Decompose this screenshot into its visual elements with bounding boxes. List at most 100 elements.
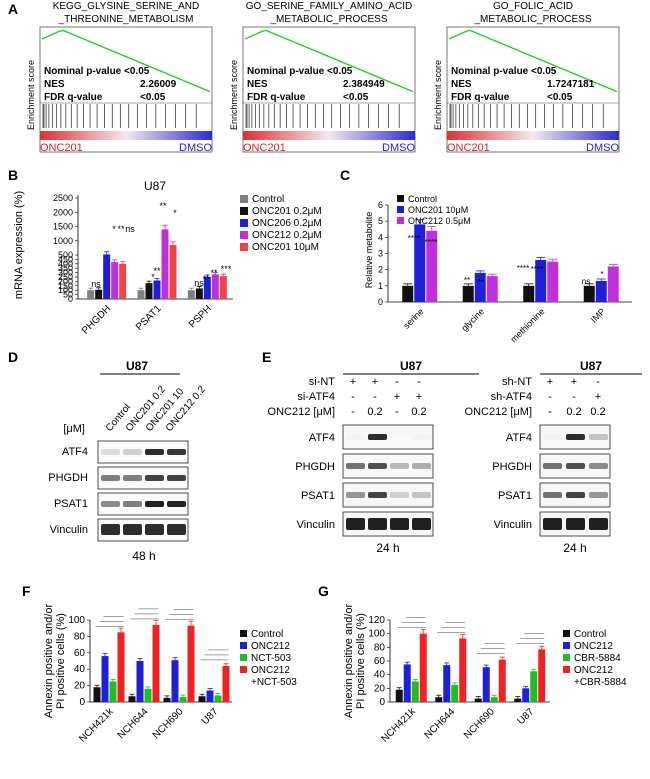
panel_f-bars: NCH421k NCH644 NCH690 U87: [77, 619, 230, 745]
condition-value: -: [572, 391, 576, 403]
y-tick-label: 40: [374, 670, 386, 681]
gsea-right-label: DMSO: [586, 142, 619, 154]
significance-mark: **: [210, 268, 218, 278]
blot-band: [101, 449, 120, 455]
bar: [486, 276, 498, 302]
condition-value: -: [351, 391, 355, 403]
gsea-nes-label: NES: [247, 79, 268, 90]
gsea-left-label: ONC201: [40, 142, 83, 154]
protein-label: ATF4: [506, 432, 532, 444]
bar: [109, 681, 117, 702]
protein-label: PSAT1: [498, 490, 532, 502]
y-tick-label: 300: [58, 268, 73, 278]
cell-line-label: U87: [400, 359, 422, 373]
bar: [203, 277, 211, 299]
enrichment-curve: [244, 29, 414, 93]
blot-band: [167, 449, 186, 455]
legend-swatch: [240, 654, 247, 661]
significance-mark: ns: [91, 279, 101, 289]
blot-band: [167, 501, 186, 507]
bar: [152, 624, 160, 702]
condition-label: si-NT: [309, 376, 336, 388]
blot-band: [543, 492, 562, 498]
gsea-frame: [446, 26, 620, 153]
bar: [607, 266, 619, 302]
protein-label: PHGDH: [295, 461, 335, 473]
condition-value: -: [395, 406, 399, 418]
gsea-title: KEGG_GLYSINE_SERINE_AND: [53, 1, 200, 12]
significance-mark: ***: [221, 264, 232, 274]
blot-band: [167, 475, 186, 481]
legend-swatch: [397, 217, 404, 224]
y-tick-label: 250: [58, 272, 73, 282]
y-axis-label: Annexin positive and/or: [43, 603, 55, 718]
legend-label: Control: [251, 629, 283, 640]
condition-label: sh-NT: [502, 376, 532, 388]
bar: [498, 659, 506, 702]
legend-label: ONC212: [251, 641, 290, 652]
significance-mark: **: [202, 274, 210, 284]
bar: [459, 638, 467, 702]
bar: [414, 224, 426, 302]
y-tick-label: 120: [368, 615, 385, 626]
blot-band: [412, 463, 431, 469]
category-label: serine: [401, 306, 425, 330]
y-tick-label: 40: [74, 664, 86, 675]
bar: [153, 280, 161, 299]
blot-band: [589, 434, 608, 440]
y-axis-label: Annexin positive and/or: [343, 603, 355, 718]
bar: [419, 633, 427, 702]
condition-value: -: [548, 406, 552, 418]
condition-value: +: [416, 391, 422, 403]
legend-label: NCT-503: [251, 653, 291, 664]
bar: [514, 698, 522, 702]
gsea-fdr-value: <0.05: [343, 92, 369, 103]
blot-band: [123, 501, 142, 507]
blot-band: [543, 463, 562, 469]
category-label: IMP: [589, 306, 607, 324]
panel-letter-e: E: [262, 349, 271, 365]
condition-value: +: [571, 376, 577, 388]
legend-label: ONC212 0.5μM: [408, 216, 471, 226]
blot-band: [145, 524, 164, 535]
gsea-ylabel: Enrichment score: [433, 60, 443, 130]
bar: [198, 696, 206, 702]
significance-mark: ****: [517, 264, 529, 273]
gsea-fdr-label: FDR q-value: [247, 92, 306, 103]
category-label: NCH644: [116, 706, 151, 741]
bar: [535, 259, 547, 302]
bar: [222, 665, 230, 702]
blot-band: [346, 492, 365, 498]
gsea-title: _THREONINE_METABOLISM: [58, 14, 194, 25]
legend-label: ONC201 10μM: [408, 205, 468, 215]
significance-mark: ****: [408, 234, 420, 243]
legend-swatch: [397, 195, 404, 202]
blot-band: [346, 434, 365, 440]
legend-label: +CBR-5884: [574, 677, 627, 688]
category-label: NCH421k: [379, 706, 418, 745]
condition-value: -: [395, 376, 399, 388]
condition-value: 0.2: [411, 406, 426, 418]
gsea-fdr-label: FDR q-value: [451, 92, 510, 103]
gsea-right-label: DMSO: [179, 142, 212, 154]
significance-mark: **: [478, 278, 484, 287]
y-tick-label: 50: [63, 290, 73, 300]
y-tick-label: 100: [58, 285, 73, 295]
legend-swatch: [563, 666, 570, 673]
blot-band: [101, 501, 120, 507]
bar: [490, 697, 498, 702]
blot-band: [123, 475, 142, 481]
chart-title: U87: [144, 179, 166, 193]
legend-label: ONC212 0.2μM: [252, 230, 322, 241]
rank-gradient: [447, 131, 619, 140]
y-tick-label: 350: [58, 263, 73, 273]
category-label: NCH421k: [77, 706, 116, 745]
blot-band: [566, 492, 585, 498]
condition-value: -: [596, 376, 600, 388]
category-label: NCH644: [422, 706, 457, 741]
condition-value: +: [350, 376, 356, 388]
y-tick-label: 200: [58, 276, 73, 286]
legend-label: ONC206 0.2μM: [252, 218, 322, 229]
protein-label: ATF4: [62, 446, 88, 458]
blot-band: [390, 492, 409, 498]
